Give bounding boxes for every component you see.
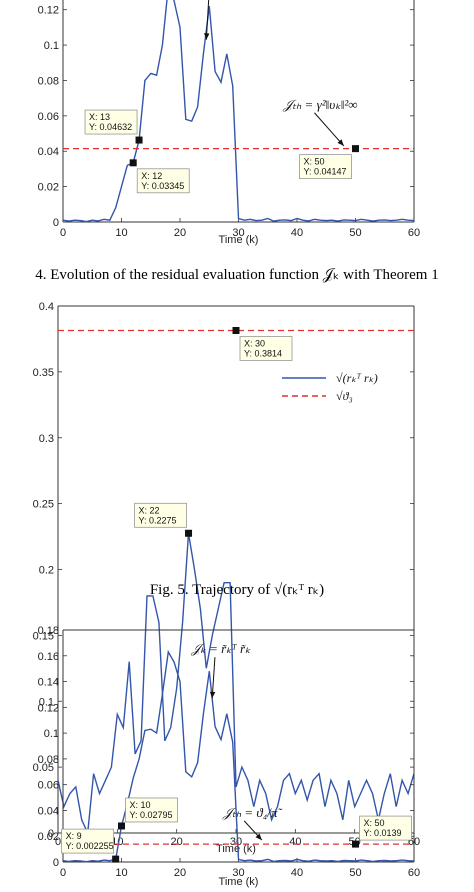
datatip-box	[359, 815, 412, 841]
datatip-marker	[185, 529, 193, 537]
x-tick-label: 30	[232, 867, 244, 879]
datatip-x: X: 50	[304, 157, 325, 167]
datatip-y: Y: 0.03345	[141, 181, 184, 191]
y-tick-label: 0.06	[38, 780, 59, 792]
x-tick-label: 10	[115, 227, 127, 239]
annotation-arrow	[205, 0, 210, 40]
y-tick-label: 0.04	[38, 146, 59, 158]
y-tick-label: 0.12	[38, 702, 59, 714]
x-axis-label: Time (k)	[219, 876, 259, 888]
x-tick-label: 50	[349, 867, 361, 879]
x-tick-label: 50	[349, 227, 361, 239]
datatip-x: X: 50	[364, 818, 385, 828]
datatip-marker	[112, 855, 120, 863]
series-line	[57, 533, 415, 836]
series-line	[62, 0, 415, 223]
y-tick-label: 0.05	[33, 762, 54, 774]
x-tick-label: 20	[171, 836, 183, 848]
x-axis-label: Time (k)	[216, 843, 256, 855]
datatip-x: X: 10	[130, 800, 151, 810]
y-tick-label: 0.14	[38, 677, 59, 689]
y-tick-label: 0	[53, 857, 59, 869]
datatip-marker	[352, 840, 359, 848]
x-tick-label: 0	[60, 867, 66, 879]
x-tick-label: 40	[291, 867, 303, 879]
x-tick-label: 10	[111, 836, 123, 848]
y-tick-label: 0.1	[44, 40, 59, 52]
datatip-y: Y: 0.02795	[130, 810, 173, 820]
datatip-box	[61, 828, 115, 854]
datatip-y: Y: 0.0139	[364, 828, 402, 838]
datatip-y: Y: 0.04632	[89, 122, 132, 132]
x-tick-label: 40	[291, 227, 303, 239]
x-tick-label: 0	[55, 836, 61, 848]
datatip-x: X: 13	[89, 112, 110, 122]
y-tick-label: 0.35	[33, 367, 54, 379]
datatip-x: X: 9	[66, 831, 82, 841]
annotation-arrowhead	[337, 139, 344, 146]
x-tick-label: 10	[115, 867, 127, 879]
y-tick-label: 0.02	[38, 831, 59, 843]
annotation-arrowhead	[203, 33, 210, 40]
x-tick-label: 30	[232, 227, 244, 239]
x-tick-label: 20	[174, 227, 186, 239]
datatip-box	[84, 109, 138, 135]
datatip-y: Y: 0.3814	[244, 349, 282, 359]
datatip-marker	[232, 327, 240, 335]
y-tick-label: 0.4	[39, 301, 54, 313]
datatip-marker	[352, 145, 359, 153]
x-tick-label: 40	[289, 836, 301, 848]
x-tick-label: 30	[230, 836, 242, 848]
annotation-text: 𝒥ₜₕ = γ²‖υₖ‖²∞	[282, 97, 357, 112]
y-tick-label: 0.2	[39, 565, 54, 577]
y-tick-label: 0.18	[38, 625, 59, 637]
x-tick-label: 60	[408, 227, 420, 239]
y-tick-label: 0.3	[39, 433, 54, 445]
datatip-x: X: 30	[244, 339, 265, 349]
datatip-marker	[129, 159, 137, 167]
caption-fig5: Fig. 5. Trajectory of √(rₖᵀ rₖ)	[149, 582, 325, 598]
datatip-box	[134, 502, 187, 528]
y-tick-label: 0.25	[33, 499, 54, 511]
y-tick-label: 0.15	[33, 630, 54, 642]
x-tick-label: 0	[60, 227, 66, 239]
datatip-marker	[135, 136, 143, 144]
y-tick-label: 0.1	[39, 696, 54, 708]
caption-fig4: 4. Evolution of the residual evaluation …	[35, 267, 439, 283]
chart-fig6: 00.020.040.060.080.10.120.140.160.180 10 2…	[38, 625, 421, 888]
annotation-arrowhead	[209, 691, 216, 699]
y-tick-label: 0.08	[38, 754, 59, 766]
datatip-marker	[118, 822, 125, 830]
y-tick-label: 0	[53, 217, 59, 229]
datatip-box	[239, 336, 293, 361]
datatip-box	[299, 154, 352, 179]
datatip-x: X: 22	[139, 505, 160, 515]
x-tick-label: 60	[408, 867, 420, 879]
x-tick-label: 20	[174, 867, 186, 879]
y-tick-label: 0	[48, 828, 54, 840]
datatip-y: Y: 0.2275	[139, 515, 177, 525]
x-axis-label: Time (k)	[219, 234, 259, 246]
datatip-x: X: 12	[141, 171, 162, 181]
annotation-text: 𝒥ₖ = r̃ₖᵀ r̃ₖ	[190, 641, 251, 656]
annotation-arrow	[314, 112, 345, 147]
y-tick-label: 0.12	[38, 5, 59, 17]
datatip-box	[125, 797, 178, 823]
legend-label: √(rₖᵀ rₖ)	[336, 371, 378, 385]
datatip-box	[136, 168, 190, 194]
y-tick-label: 0.06	[38, 111, 59, 123]
y-tick-label: 0.02	[38, 182, 59, 194]
datatip-y: Y: 0.002255	[66, 841, 114, 851]
y-tick-label: 0.08	[38, 75, 59, 87]
chart-fig4: 0 0.02 0.04 0.06 0.08 0.1 0.12 0 10 20 30 40 50 60 Tim…	[38, 0, 420, 246]
legend-label: √ϑ₃	[336, 389, 353, 403]
annotation-text: 𝒥ₜₕ = ϑ₄/π̃	[222, 805, 283, 820]
y-tick-label: 0.16	[38, 651, 59, 663]
annotation-arrow	[211, 657, 216, 699]
chart-fig5: 00.050.10.150.20.250.30.350.401020304050…	[33, 301, 421, 855]
datatip-y: Y: 0.04147	[304, 167, 347, 177]
annotation-arrowhead	[255, 833, 262, 841]
y-tick-label: 0.04	[38, 805, 59, 817]
y-tick-label: 0.1	[44, 728, 59, 740]
